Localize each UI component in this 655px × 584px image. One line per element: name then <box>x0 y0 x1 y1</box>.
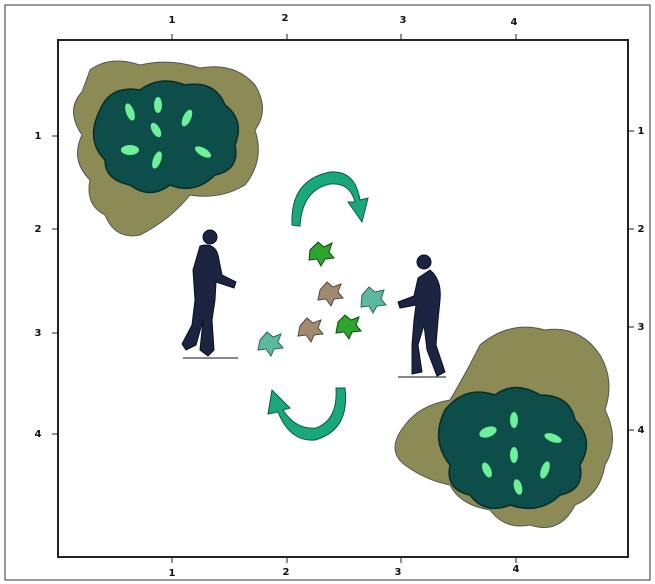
bottom-label: 2 <box>283 567 290 578</box>
bottom-label: 3 <box>395 567 402 578</box>
top-label: 2 <box>282 13 289 24</box>
bottom-label: 4 <box>513 564 520 575</box>
top-label: 1 <box>169 15 176 26</box>
top-label: 3 <box>400 15 407 26</box>
right-label: 4 <box>638 425 645 436</box>
top-label: 4 <box>511 17 518 28</box>
arrow <box>267 171 369 441</box>
bottom-label: 1 <box>169 568 176 579</box>
right-label: 3 <box>638 322 645 333</box>
person <box>397 254 446 378</box>
bush <box>73 60 263 237</box>
left-label: 4 <box>35 429 42 440</box>
right-label: 1 <box>638 126 645 137</box>
left-label: 3 <box>35 328 42 339</box>
ticks <box>52 34 634 563</box>
bush <box>394 326 613 528</box>
left-label: 2 <box>35 224 42 235</box>
right-label: 2 <box>638 224 645 235</box>
creatures <box>257 241 387 358</box>
person <box>181 229 238 359</box>
left-label: 1 <box>35 131 42 142</box>
